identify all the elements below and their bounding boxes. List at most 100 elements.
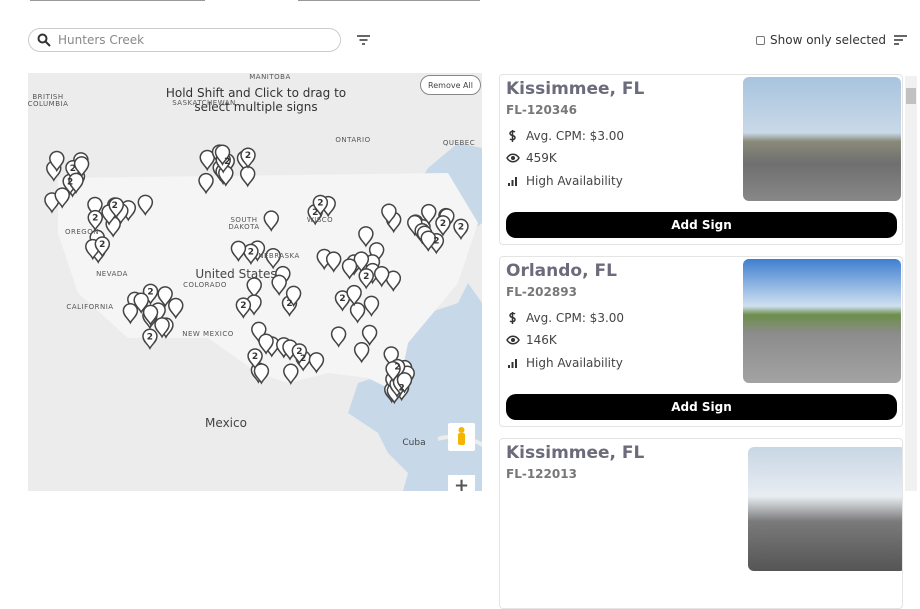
cluster-count: 2	[67, 177, 73, 187]
cpm-icon	[509, 312, 516, 324]
listing-code: FL-202893	[506, 285, 577, 299]
map-label: COLORADO	[183, 281, 227, 289]
listing-availability: High Availability	[506, 174, 623, 188]
map-pin	[246, 277, 262, 299]
listing-code: FL-122013	[506, 467, 577, 481]
map-pin	[358, 226, 374, 248]
map-pin	[263, 210, 280, 232]
map-pin	[435, 215, 451, 237]
cluster-count: 2	[394, 363, 400, 373]
add-sign-button[interactable]: Add Sign	[506, 394, 897, 420]
map-label: Cuba	[402, 438, 426, 448]
cluster-count: 2	[300, 354, 306, 364]
map-pin	[308, 352, 325, 374]
map-label: DAKOTA	[228, 223, 260, 231]
map-pin	[312, 194, 329, 217]
cpm-icon	[509, 130, 516, 142]
cluster-count: 2	[296, 347, 302, 357]
cluster-count: 2	[224, 157, 230, 167]
tab-line	[298, 0, 480, 1]
map-pin	[271, 274, 287, 297]
map-pin	[137, 194, 154, 217]
map-pin	[243, 243, 259, 266]
availability-text: High Availability	[526, 356, 623, 370]
listing-impressions: 146K	[506, 333, 557, 347]
map-pin	[68, 172, 84, 195]
listing-cpm: Avg. CPM: $3.00	[506, 129, 624, 143]
availability-text: High Availability	[526, 174, 623, 188]
map-hint: Hold Shift and Click to drag to select m…	[165, 86, 347, 114]
cluster-count: 2	[363, 272, 369, 282]
show-only-selected[interactable]: Show only selected	[756, 33, 886, 47]
listing-image	[748, 447, 902, 571]
filter-icon[interactable]	[356, 34, 371, 46]
map-pin	[247, 348, 263, 370]
impressions-text: 146K	[526, 333, 557, 347]
map-label: Mexico	[205, 416, 247, 430]
cpm-text: Avg. CPM: $3.00	[526, 311, 625, 325]
map-pin	[198, 172, 214, 195]
map-pin	[291, 343, 308, 365]
map-label: NEW MEXICO	[182, 330, 234, 338]
cluster-count: 2	[458, 222, 464, 232]
map-pin	[265, 247, 281, 270]
map-pin	[334, 290, 351, 312]
listing-availability: High Availability	[506, 356, 623, 370]
map-pin	[54, 187, 70, 209]
checkbox[interactable]	[756, 35, 765, 45]
cluster-count: 2	[398, 384, 404, 394]
map-label: United States	[195, 267, 277, 281]
map-pin	[349, 302, 366, 324]
map-pin	[358, 268, 374, 290]
search-icon	[37, 33, 51, 47]
listing-city: Kissimmee, FL	[506, 79, 645, 99]
show-only-selected-label: Show only selected	[770, 33, 887, 47]
map-pin	[49, 150, 65, 173]
map-pin	[258, 333, 274, 355]
zoom-in-button[interactable]: +	[448, 475, 475, 491]
listing-card: Orlando, FL FL-202893 Avg. CPM: $3.00 146K H…	[499, 256, 903, 427]
cluster-count: 2	[92, 214, 98, 224]
street-view[interactable]	[448, 423, 475, 451]
listing-city: Orlando, FL	[506, 261, 617, 281]
listing-city: Kissimmee, FL	[506, 443, 645, 463]
map-pin	[94, 236, 111, 258]
map-pin	[373, 266, 390, 288]
add-sign-button[interactable]: Add Sign	[506, 212, 897, 238]
map-pin	[363, 295, 380, 317]
cluster-count: 2	[440, 219, 446, 229]
search-placeholder: Hunters Creek	[58, 33, 145, 47]
cluster-count: 2	[240, 301, 246, 311]
cluster-count: 2	[99, 240, 105, 250]
map-pin	[230, 240, 247, 263]
remove-all-button[interactable]: Remove All	[420, 75, 481, 95]
map-pin	[142, 304, 159, 327]
map-pin	[385, 270, 402, 292]
impressions-text: 459K	[526, 151, 557, 165]
search-box[interactable]: Hunters Creek	[28, 28, 341, 52]
map-label: COLUMBIA	[28, 100, 69, 108]
scrollbar-thumb[interactable]	[906, 88, 916, 104]
sort-icon[interactable]	[893, 34, 908, 46]
map-pin	[453, 218, 469, 241]
map-label: QUEBEC	[442, 139, 476, 147]
availability-icon	[508, 359, 517, 368]
map-pin	[381, 203, 397, 225]
map-label: NEVADA	[96, 270, 128, 278]
map-pin	[235, 297, 252, 319]
map-pin	[73, 156, 90, 178]
map-label: BRITISH	[32, 93, 64, 101]
listing-code: FL-120346	[506, 103, 577, 117]
map-pin	[154, 317, 170, 339]
map-pin	[353, 341, 370, 364]
listing-card: Kissimmee, FL FL-120346 Avg. CPM: $3.00 459…	[499, 74, 903, 245]
tab-line	[30, 0, 205, 1]
map-pin	[199, 149, 216, 172]
listing-image	[743, 259, 901, 383]
map-pin	[108, 197, 124, 219]
availability-icon	[508, 177, 517, 186]
cluster-count: 2	[433, 237, 439, 247]
cluster-count: 2	[147, 332, 153, 342]
